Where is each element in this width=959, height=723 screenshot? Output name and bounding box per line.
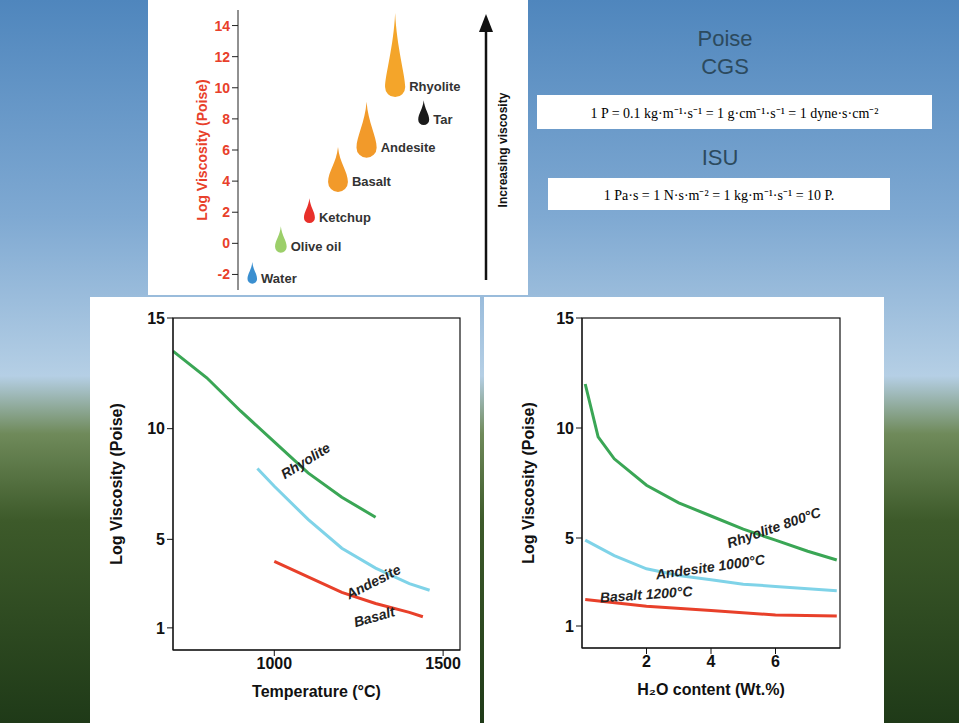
- html-text:1 Pa·s = 1 N·s·m⁻² = 1 kg·m⁻¹·: 1 Pa·s = 1 N·s·m⁻² = 1 kg·m⁻¹·s⁻¹ = 10 P…: [603, 187, 835, 203]
- svg-text:Log Viscosity (Poise): Log Viscosity (Poise): [108, 403, 125, 565]
- svg-text:2: 2: [222, 204, 230, 220]
- svg-text:14: 14: [214, 18, 230, 34]
- svg-text:Increasing viscosity: Increasing viscosity: [496, 92, 510, 207]
- svg-text:6: 6: [222, 142, 230, 158]
- svg-text:Andesite 1000°C: Andesite 1000°C: [654, 551, 767, 582]
- svg-text:10: 10: [147, 420, 165, 437]
- html-text:Poise: Poise: [697, 26, 753, 51]
- svg-text:5: 5: [565, 530, 574, 547]
- svg-text:Andesite: Andesite: [381, 140, 436, 155]
- svg-text:Basalt: Basalt: [352, 174, 392, 189]
- svg-text:1: 1: [156, 620, 165, 637]
- html-text:ISU: ISU: [701, 145, 739, 170]
- svg-text:4: 4: [707, 653, 716, 670]
- svg-text:Water: Water: [261, 271, 297, 286]
- svg-text:5: 5: [156, 531, 165, 548]
- svg-text:1: 1: [565, 618, 574, 635]
- svg-text:10: 10: [214, 80, 230, 96]
- html-text:1 P = 0.1 kg·m⁻¹·s⁻¹ = 1 g·cm⁻: 1 P = 0.1 kg·m⁻¹·s⁻¹ = 1 g·cm⁻¹·s⁻¹ = 1 …: [590, 105, 879, 121]
- svg-text:H₂O content (Wt.%): H₂O content (Wt.%): [637, 681, 785, 698]
- svg-text:1500: 1500: [425, 655, 461, 672]
- svg-text:Log Viscosity (Poise): Log Viscosity (Poise): [194, 79, 210, 220]
- svg-text:-2: -2: [218, 266, 231, 282]
- svg-text:Temperature (°C): Temperature (°C): [252, 683, 381, 700]
- svg-text:Rhyolite: Rhyolite: [278, 439, 333, 482]
- svg-text:12: 12: [214, 49, 230, 65]
- svg-text:Rhyolite 800°C: Rhyolite 800°C: [725, 504, 824, 551]
- svg-text:Basalt: Basalt: [352, 603, 398, 630]
- svg-text:2: 2: [642, 653, 651, 670]
- svg-text:15: 15: [556, 310, 574, 327]
- svg-text:6: 6: [771, 653, 780, 670]
- svg-text:0: 0: [222, 235, 230, 251]
- html-text:CGS: CGS: [701, 54, 749, 79]
- svg-text:Andesite: Andesite: [342, 561, 403, 603]
- svg-text:1000: 1000: [256, 655, 292, 672]
- svg-text:10: 10: [556, 420, 574, 437]
- svg-text:15: 15: [147, 310, 165, 327]
- svg-text:Basalt 1200°C: Basalt 1200°C: [599, 583, 694, 605]
- svg-text:Ketchup: Ketchup: [319, 210, 371, 225]
- svg-text:Olive oil: Olive oil: [291, 239, 342, 254]
- svg-text:8: 8: [222, 111, 230, 127]
- svg-text:Log Viscosity (Poise): Log Viscosity (Poise): [520, 402, 537, 564]
- svg-text:Rhyolite: Rhyolite: [409, 79, 460, 94]
- svg-text:Tar: Tar: [433, 112, 452, 127]
- svg-text:4: 4: [222, 173, 230, 189]
